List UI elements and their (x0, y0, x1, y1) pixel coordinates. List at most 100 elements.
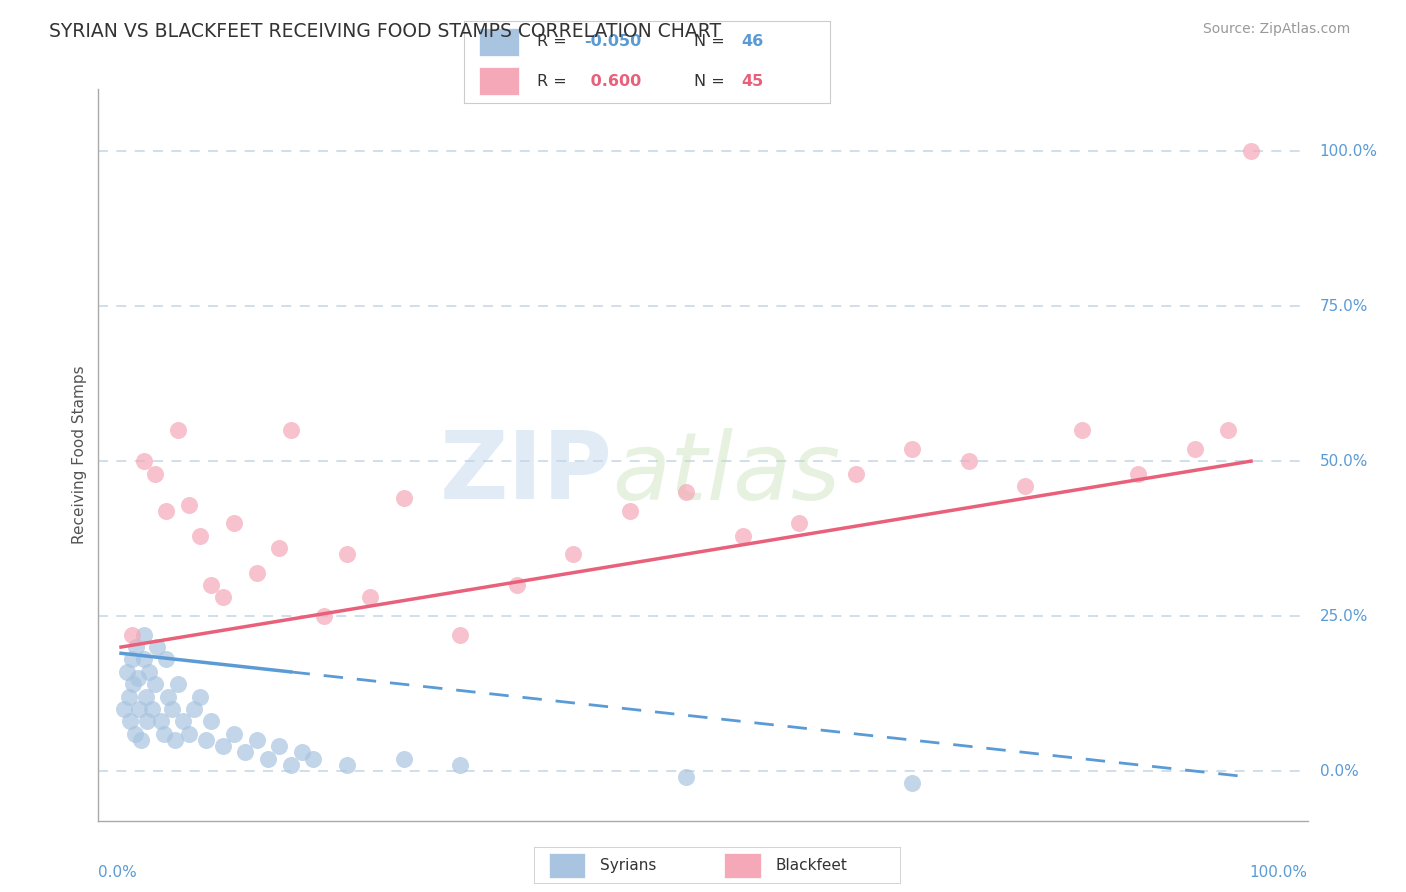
Bar (724, 854, 761, 878)
Text: R =: R = (537, 35, 572, 49)
Point (138, 665, 160, 679)
Bar (548, 854, 585, 878)
Text: 0.0%: 0.0% (1320, 764, 1358, 779)
Point (246, 566, 269, 580)
Point (211, 591, 233, 605)
Point (135, 690, 157, 704)
Point (336, 757, 359, 772)
Point (136, 714, 159, 729)
Point (1218, 423, 1240, 437)
Point (132, 628, 155, 642)
Point (1184, 442, 1206, 456)
Point (675, 485, 697, 500)
Point (132, 454, 155, 468)
Point (122, 677, 145, 691)
Point (257, 752, 280, 766)
Point (280, 757, 302, 772)
Point (194, 733, 217, 747)
Point (177, 498, 200, 512)
Text: 0.0%: 0.0% (98, 864, 138, 880)
Point (118, 690, 141, 704)
Text: 25.0%: 25.0% (1320, 608, 1368, 624)
Point (269, 541, 291, 555)
Point (787, 516, 810, 530)
Point (269, 739, 291, 754)
Y-axis label: Receiving Food Stamps: Receiving Food Stamps (72, 366, 87, 544)
Text: N =: N = (695, 74, 730, 88)
Point (233, 746, 256, 760)
Point (165, 733, 187, 747)
Point (188, 690, 211, 704)
Text: 100.0%: 100.0% (1320, 144, 1378, 159)
Point (200, 714, 222, 729)
Point (128, 702, 150, 716)
Point (280, 423, 302, 437)
Point (112, 702, 135, 716)
Text: 100.0%: 100.0% (1250, 864, 1308, 880)
Point (143, 677, 166, 691)
Bar (478, 67, 519, 95)
Text: 50.0%: 50.0% (1320, 454, 1368, 468)
Text: 46: 46 (742, 35, 763, 49)
Point (336, 547, 359, 561)
Point (359, 591, 381, 605)
Point (124, 727, 146, 741)
Text: 45: 45 (742, 74, 763, 88)
Point (146, 640, 169, 654)
Point (115, 665, 138, 679)
Point (177, 727, 200, 741)
Text: ZIP: ZIP (440, 427, 613, 519)
Text: N =: N = (695, 35, 730, 49)
Point (121, 652, 143, 666)
Text: Syrians: Syrians (600, 858, 657, 872)
Point (200, 578, 222, 592)
Point (675, 770, 697, 784)
Point (121, 628, 143, 642)
Point (1070, 423, 1092, 437)
Point (619, 504, 641, 518)
Point (392, 491, 415, 506)
Point (153, 727, 176, 741)
Text: -0.050: -0.050 (585, 35, 643, 49)
Point (166, 423, 188, 437)
Point (449, 757, 471, 772)
Point (901, 442, 924, 456)
Text: 0.600: 0.600 (585, 74, 641, 88)
Point (131, 733, 153, 747)
Text: 75.0%: 75.0% (1320, 299, 1368, 314)
Point (183, 702, 205, 716)
Point (957, 454, 980, 468)
Point (1126, 467, 1149, 481)
Point (222, 727, 245, 741)
Text: Source: ZipAtlas.com: Source: ZipAtlas.com (1202, 22, 1350, 37)
Point (149, 714, 172, 729)
Point (314, 609, 336, 624)
Point (211, 739, 233, 754)
Point (188, 528, 211, 542)
Point (125, 640, 148, 654)
Text: SYRIAN VS BLACKFEET RECEIVING FOOD STAMPS CORRELATION CHART: SYRIAN VS BLACKFEET RECEIVING FOOD STAMP… (49, 22, 721, 41)
Point (246, 733, 269, 747)
Point (901, 776, 924, 790)
Point (449, 628, 471, 642)
Text: Blackfeet: Blackfeet (776, 858, 848, 872)
Point (155, 504, 177, 518)
Point (222, 516, 245, 530)
Bar (478, 28, 519, 56)
Text: atlas: atlas (613, 427, 841, 519)
Point (120, 714, 142, 729)
Point (143, 467, 166, 481)
Point (127, 671, 149, 685)
Point (302, 752, 325, 766)
Point (845, 467, 868, 481)
Point (291, 746, 314, 760)
Point (132, 652, 155, 666)
Point (166, 677, 188, 691)
Point (392, 752, 415, 766)
Point (155, 652, 177, 666)
Point (505, 578, 527, 592)
Point (1014, 479, 1036, 493)
Point (172, 714, 194, 729)
Point (562, 547, 585, 561)
Text: R =: R = (537, 74, 572, 88)
